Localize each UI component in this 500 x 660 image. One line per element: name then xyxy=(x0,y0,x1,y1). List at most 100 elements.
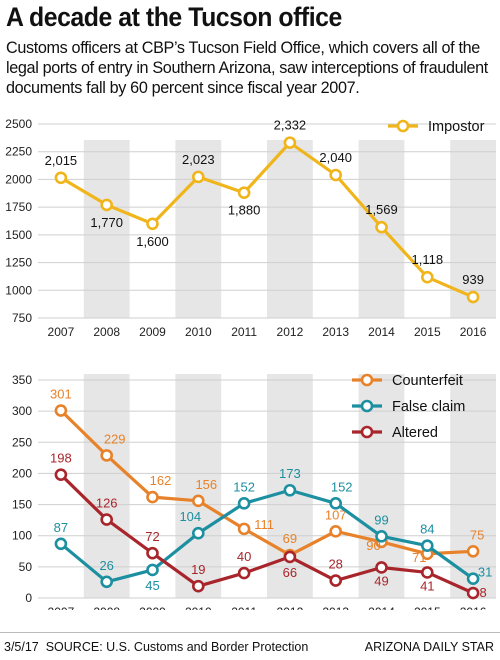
y-tick-label: 350 xyxy=(12,373,32,387)
legend-swatch-marker xyxy=(360,373,374,387)
data-point xyxy=(237,566,251,580)
y-tick-label: 1500 xyxy=(5,228,32,242)
x-tick-label: 2009 xyxy=(139,605,166,610)
data-label: 19 xyxy=(191,562,205,577)
data-label: 2,015 xyxy=(45,153,78,168)
x-tick-label: 2007 xyxy=(48,605,75,610)
data-point xyxy=(375,561,388,574)
document-types-chart: 0 50 100 150 200 250 300 350 2007 2008 2009 2010 201… xyxy=(12,373,496,610)
series-line-impostor xyxy=(60,141,474,299)
y-tick-label: 250 xyxy=(12,435,32,449)
x-tick-label: 2013 xyxy=(322,605,349,610)
x-tick-label: 2009 xyxy=(139,325,166,339)
y-tick-label: 1000 xyxy=(5,283,32,297)
data-label: 8 xyxy=(479,585,486,600)
data-label: 939 xyxy=(462,272,484,287)
x-tick-label: 2011 xyxy=(231,325,257,339)
year-band xyxy=(175,140,222,318)
legend-label: Impostor xyxy=(428,119,485,135)
footer-date: 3/5/17 xyxy=(4,640,39,654)
data-point xyxy=(237,186,251,200)
y-tick-label: 200 xyxy=(12,466,32,480)
data-label: 49 xyxy=(374,573,388,588)
data-point xyxy=(146,490,159,504)
data-label: 40 xyxy=(237,549,251,564)
data-point xyxy=(329,168,343,182)
legend-swatch-marker xyxy=(360,425,374,439)
data-point xyxy=(192,579,205,593)
data-label: 111 xyxy=(254,517,274,532)
data-point xyxy=(466,290,480,304)
data-label: 152 xyxy=(233,479,255,494)
data-label: 41 xyxy=(420,578,434,593)
data-point xyxy=(100,575,113,589)
data-label: 1,118 xyxy=(412,252,444,267)
y-tick-label: 750 xyxy=(12,311,32,325)
data-label: 229 xyxy=(104,431,126,446)
data-point xyxy=(146,546,159,560)
data-point xyxy=(466,572,480,585)
legend-swatch-marker xyxy=(396,119,410,133)
data-point xyxy=(192,170,205,184)
legend-label: Counterfeit xyxy=(392,373,463,389)
data-label: 2,332 xyxy=(274,118,307,133)
data-label: 198 xyxy=(50,451,72,466)
footer: 3/5/17 SOURCE: U.S. Customs and Border P… xyxy=(0,636,500,658)
data-point xyxy=(420,539,434,552)
legend-swatch-marker xyxy=(360,399,374,413)
data-label: 87 xyxy=(54,520,68,535)
x-tick-label: 2007 xyxy=(48,325,75,339)
x-tick-label: 2015 xyxy=(414,605,441,610)
data-point xyxy=(100,513,113,526)
x-tick-label: 2012 xyxy=(277,605,304,610)
data-point xyxy=(54,468,68,481)
y-tick-label: 50 xyxy=(19,560,33,574)
data-point xyxy=(100,449,113,462)
data-point xyxy=(283,136,297,149)
x-tick-label: 2011 xyxy=(231,605,257,610)
x-tick-label: 2014 xyxy=(368,605,395,610)
x-tick-label: 2008 xyxy=(93,325,120,339)
data-label: 1,770 xyxy=(90,215,123,230)
data-label: 2,023 xyxy=(182,152,215,167)
data-label: 72 xyxy=(145,529,159,544)
data-point xyxy=(283,550,297,564)
x-tick-label: 2015 xyxy=(414,325,441,339)
series-line-altered xyxy=(59,473,474,595)
data-point xyxy=(146,563,159,577)
data-point xyxy=(283,483,297,497)
data-point xyxy=(329,525,343,538)
series-line-false-claim xyxy=(59,488,475,584)
data-point xyxy=(146,217,159,231)
data-label: 152 xyxy=(331,479,353,494)
data-label: 1,569 xyxy=(365,202,398,217)
y-tick-label: 100 xyxy=(12,529,32,543)
data-point xyxy=(375,220,388,234)
x-tick-label: 2010 xyxy=(185,605,212,610)
x-tick-label: 2012 xyxy=(277,325,304,339)
data-point xyxy=(100,198,113,212)
impostor-chart: 750 1000 1250 1500 1750 2000 2250 2500 2007 2008 2… xyxy=(5,112,496,339)
data-label: 90 xyxy=(366,538,380,553)
data-label: 75 xyxy=(470,527,484,542)
x-tick-label: 2008 xyxy=(93,605,120,610)
x-tick-label: 2010 xyxy=(185,325,212,339)
data-point xyxy=(375,530,388,543)
y-tick-label: 2000 xyxy=(5,172,32,186)
data-label: 156 xyxy=(195,477,217,492)
data-label: 69 xyxy=(283,531,297,546)
y-tick-label: 2250 xyxy=(5,145,32,159)
year-band xyxy=(83,140,130,318)
data-label: 31 xyxy=(478,565,492,580)
data-label: 1,880 xyxy=(228,203,261,218)
data-point xyxy=(420,566,434,579)
footer-left: 3/5/17 SOURCE: U.S. Customs and Border P… xyxy=(4,640,308,654)
data-label: 84 xyxy=(420,522,434,537)
data-label: 71 xyxy=(412,550,426,565)
y-tick-label: 150 xyxy=(12,498,32,512)
legend-label: Altered xyxy=(392,425,438,441)
y-tick-label: 300 xyxy=(12,404,32,418)
data-point xyxy=(54,404,68,417)
data-point xyxy=(420,270,434,284)
x-tick-label: 2013 xyxy=(322,325,349,339)
